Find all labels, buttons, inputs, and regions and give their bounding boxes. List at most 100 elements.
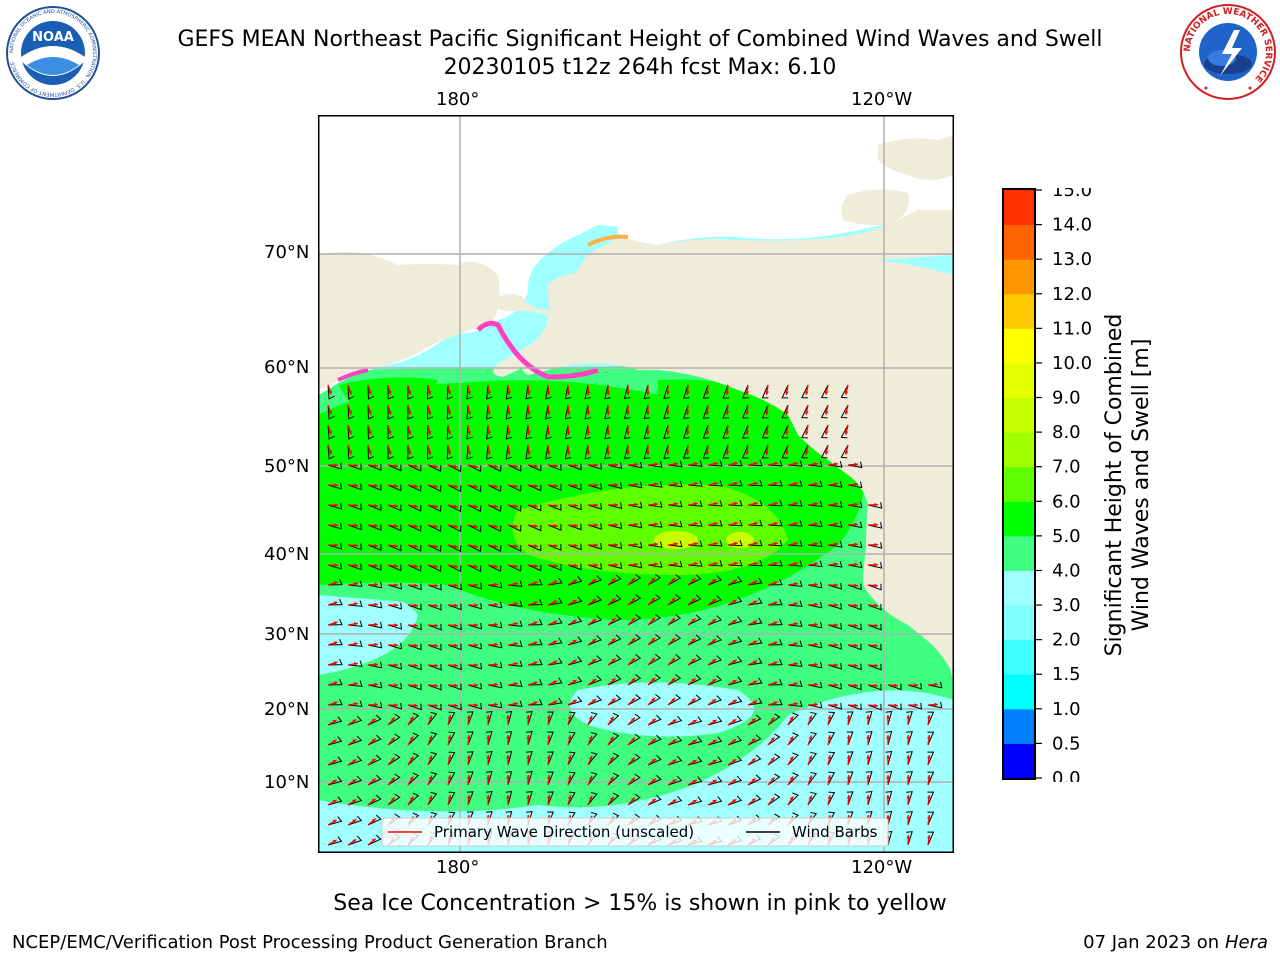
- wind-barb: [807, 661, 823, 669]
- wind-barb: [587, 711, 598, 726]
- wind-barb: [747, 559, 763, 567]
- wave-arrow-head: [906, 795, 911, 799]
- wind-barb: [801, 444, 809, 459]
- wind-barb: [707, 480, 723, 487]
- colorbar-tick-label: 2.0: [1052, 630, 1081, 651]
- wind-barb: [407, 424, 414, 440]
- wind-barb: [447, 484, 462, 493]
- wind-barb: [807, 601, 823, 609]
- wind-barb: [847, 663, 862, 671]
- wind-barb: [727, 795, 743, 806]
- wind-barb: [682, 444, 690, 459]
- wave-arrow-head: [712, 699, 717, 703]
- wave-arrow-head: [594, 563, 598, 568]
- wave-arrow-head: [486, 775, 491, 779]
- wind-barb: [663, 404, 670, 419]
- wind-barb: [687, 756, 703, 766]
- wave-arrow-head: [328, 430, 332, 435]
- chart-subtitle: 20230105 t12z 264h fcst Max: 6.10: [443, 55, 837, 80]
- wave-arrow-head: [814, 522, 818, 526]
- wave-arrow-head: [572, 679, 577, 684]
- wave-arrow-head: [671, 598, 676, 602]
- wind-barb: [627, 674, 642, 686]
- wave-arrow-head: [808, 775, 813, 780]
- wave-arrow-head: [665, 431, 670, 435]
- wave-arrow-head: [804, 431, 809, 435]
- wave-arrow-head: [713, 541, 718, 546]
- wind-barb: [847, 541, 863, 549]
- wave-arrow-head: [846, 735, 851, 739]
- wave-arrow-head: [574, 483, 578, 488]
- wind-barb: [527, 598, 543, 606]
- wave-arrow-head: [645, 391, 650, 395]
- wave-arrow-head: [773, 521, 778, 526]
- wind-barb: [727, 735, 743, 746]
- lat-tick-30n: 30°N: [264, 624, 310, 645]
- wave-arrow-head: [692, 759, 697, 764]
- wave-arrow-head: [794, 582, 798, 586]
- wave-arrow-head: [732, 639, 737, 644]
- wind-barb: [427, 544, 442, 552]
- wind-barb: [427, 751, 438, 766]
- wave-arrow-head: [474, 663, 478, 668]
- wave-arrow-head: [574, 523, 578, 528]
- wind-barb: [327, 482, 343, 490]
- wind-barb: [527, 698, 543, 706]
- wave-arrow-head: [354, 582, 358, 586]
- wave-arrow-head: [814, 562, 818, 566]
- wind-barb: [627, 713, 641, 726]
- wind-barb: [505, 750, 513, 766]
- wind-barb: [687, 796, 703, 806]
- wind-barb: [906, 751, 913, 766]
- wave-arrow-head: [594, 463, 598, 468]
- wave-arrow-head: [874, 522, 878, 527]
- wind-barb: [867, 562, 883, 569]
- wind-barb: [607, 574, 622, 586]
- wave-arrow-head: [886, 815, 890, 819]
- wave-arrow-head: [328, 390, 332, 395]
- wind-barb: [627, 561, 643, 569]
- colorbar-swatch: [1004, 535, 1034, 571]
- wave-arrow-head: [494, 702, 498, 707]
- wind-barb: [367, 834, 382, 846]
- wave-arrow-head: [631, 698, 636, 702]
- wind-barb: [407, 732, 420, 746]
- wave-arrow-head: [753, 700, 758, 705]
- wave-arrow-head: [609, 736, 614, 741]
- wind-barb: [485, 790, 493, 806]
- wave-arrow-head: [733, 561, 738, 566]
- wave-arrow-head: [474, 683, 478, 688]
- wind-barb: [767, 618, 783, 626]
- wave-arrow-head: [454, 683, 458, 688]
- wind-barb: [607, 792, 620, 806]
- wave-arrow-head: [712, 659, 717, 663]
- wind-barb: [627, 461, 643, 469]
- wave-arrow-head: [854, 683, 858, 688]
- wave-arrow-head: [753, 541, 758, 546]
- wave-arrow-head: [546, 775, 551, 779]
- wave-arrow-head: [371, 758, 376, 763]
- wave-arrow-head: [614, 522, 618, 527]
- wave-arrow-head: [751, 778, 756, 783]
- wind-barb: [906, 771, 913, 786]
- colorbar-swatch: [1004, 674, 1034, 710]
- wind-barb: [507, 700, 523, 707]
- wind-barb: [367, 524, 382, 531]
- wave-arrow-head: [713, 461, 718, 466]
- wind-barb: [607, 542, 623, 550]
- wave-arrow-head: [631, 658, 636, 662]
- wind-barb: [505, 424, 513, 440]
- lat-tick-10n: 10°N: [264, 772, 310, 793]
- wind-barb: [767, 753, 781, 766]
- wind-barb: [505, 384, 513, 400]
- wave-arrow-head: [374, 662, 378, 667]
- wind-barb: [427, 444, 434, 460]
- wave-arrow-head: [506, 795, 510, 799]
- wave-arrow-head: [694, 521, 698, 526]
- wave-arrow-head: [374, 702, 378, 707]
- wind-barb: [727, 539, 743, 547]
- wind-barb: [707, 615, 722, 626]
- wave-arrow-head: [546, 431, 551, 435]
- wave-arrow-head: [814, 702, 818, 707]
- wave-arrow-head: [634, 522, 638, 527]
